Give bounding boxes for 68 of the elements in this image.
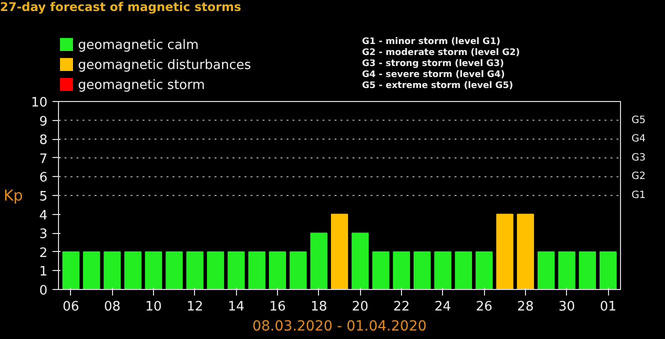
bar	[206, 251, 224, 290]
x-tick-label: 16	[269, 300, 286, 314]
x-tick-label: 20	[352, 300, 368, 314]
x-tick-label: 18	[310, 300, 328, 314]
bar	[578, 251, 596, 290]
ref-line-label: G3	[632, 152, 646, 164]
bar	[372, 251, 390, 290]
x-tick-label: 01	[600, 300, 616, 314]
bar	[310, 232, 328, 290]
y-tick-label: 0	[39, 284, 48, 298]
bar	[144, 251, 162, 290]
bar	[434, 251, 452, 290]
ref-line-label: G5	[632, 114, 646, 126]
bar	[496, 214, 514, 290]
bar	[516, 214, 534, 290]
x-tick-label: 28	[517, 300, 534, 314]
bar	[268, 251, 286, 290]
x-tick-label: 06	[62, 300, 80, 314]
y-tick-label: 7	[39, 152, 48, 167]
x-tick-label: 30	[558, 300, 576, 314]
bar	[392, 251, 410, 290]
x-tick-label: 14	[228, 300, 244, 314]
chart-title: 27-day forecast of magnetic storms	[0, 0, 242, 14]
text: G3 - strong storm (level G3)	[362, 59, 504, 69]
bar	[538, 251, 555, 290]
y-tick-label: 1	[39, 264, 48, 280]
legend-label: geomagnetic storm	[77, 78, 205, 93]
bar	[600, 251, 617, 290]
text: G5 - extreme storm (level G5)	[362, 81, 514, 91]
x-tick-label: 26	[476, 300, 492, 314]
text: G4 - severe storm (level G4)	[362, 70, 505, 80]
y-tick-label: 9	[39, 114, 48, 130]
bar	[228, 251, 245, 290]
bar	[166, 251, 183, 290]
bar	[104, 251, 121, 290]
y-tick-label: 3	[39, 227, 48, 242]
x-tick-label: 24	[434, 300, 452, 314]
x-tick-label: 22	[393, 300, 410, 314]
bar	[454, 251, 472, 290]
bar	[558, 251, 576, 290]
x-tick-label: 10	[145, 300, 162, 314]
y-tick-label: 8	[39, 133, 48, 148]
y-axis-title: Kp	[4, 186, 23, 204]
bar	[186, 251, 204, 290]
bar	[290, 251, 307, 290]
bar	[414, 251, 431, 290]
y-tick-label: 10	[30, 96, 48, 110]
bar	[83, 251, 100, 290]
bar	[248, 251, 266, 290]
legend-label: geomagnetic disturbances	[77, 58, 252, 73]
x-axis-title: 08.03.2020 - 01.04.2020	[252, 318, 427, 334]
y-tick-label: 6	[39, 170, 48, 186]
y-tick-label: 5	[39, 190, 48, 204]
legend-label: geomagnetic calm	[77, 38, 199, 53]
text: G1 - minor storm (level G1)	[362, 37, 500, 47]
bar	[352, 232, 369, 290]
ref-line-label: G1	[632, 190, 646, 201]
y-tick-label: 4	[39, 208, 48, 224]
bar	[62, 251, 80, 290]
bar	[330, 214, 348, 290]
ref-line-label: G2	[632, 171, 646, 182]
text: G2 - moderate storm (level G2)	[362, 48, 520, 58]
bar	[124, 251, 142, 290]
y-tick-label: 2	[39, 246, 48, 261]
x-tick-label: 08	[104, 300, 120, 314]
x-tick-label: 12	[186, 300, 204, 314]
ref-line-label: G4	[632, 134, 646, 145]
bar	[476, 251, 493, 290]
